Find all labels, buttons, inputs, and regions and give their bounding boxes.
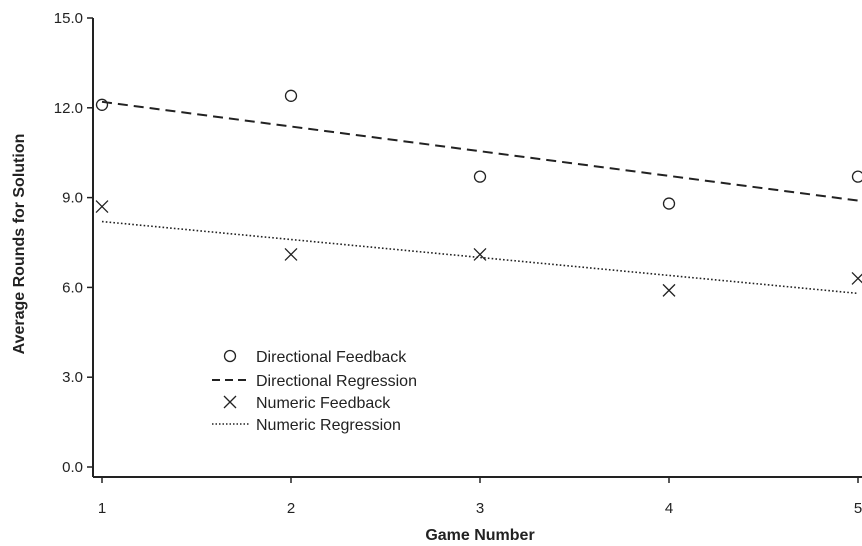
- y-axis-title: Average Rounds for Solution: [11, 134, 28, 355]
- legend: Directional Feedback Directional Regress…: [212, 349, 417, 434]
- legend-item-numeric-feedback: Numeric Feedback: [223, 395, 391, 412]
- x-tick-label: 3: [476, 500, 484, 517]
- y-tick-label: 12.0: [54, 100, 83, 117]
- numeric-feedback-point: [662, 283, 676, 297]
- axes: [92, 18, 862, 478]
- legend-label-numeric-regression: Numeric Regression: [256, 417, 401, 434]
- numeric-feedback-point: [284, 248, 298, 261]
- directional-feedback-point: [284, 89, 298, 102]
- legend-circle-marker-icon: [223, 349, 237, 363]
- directional-feedback-point: [473, 170, 487, 183]
- legend-item-numeric-regression: Numeric Regression: [212, 417, 401, 434]
- legend-item-directional-feedback: Directional Feedback: [223, 349, 407, 366]
- regression-lines: [101, 100, 859, 295]
- y-tick-label: 3.0: [62, 369, 83, 386]
- x-axis-title: Game Number: [425, 527, 534, 544]
- y-tick-label: 0.0: [62, 459, 83, 476]
- y-ticks: 0.0 3.0 6.0 9.0 12.0 15.0: [54, 10, 93, 476]
- numeric-feedback-point: [473, 248, 487, 261]
- numeric-feedback-point: [851, 271, 862, 285]
- legend-item-directional-regression: Directional Regression: [212, 373, 417, 390]
- x-tick-label: 5: [854, 500, 862, 517]
- numeric-regression-line: [101, 220, 859, 295]
- legend-label-directional-regression: Directional Regression: [256, 373, 417, 390]
- x-tick-label: 2: [287, 500, 295, 517]
- directional-feedback-point: [662, 197, 676, 210]
- legend-x-marker-icon: [223, 395, 237, 409]
- y-tick-label: 15.0: [54, 10, 83, 27]
- y-tick-label: 9.0: [62, 190, 83, 207]
- x-tick-label: 1: [98, 500, 106, 517]
- x-ticks: 1 2 3 4 5: [98, 477, 862, 517]
- legend-label-directional-feedback: Directional Feedback: [256, 349, 407, 366]
- numeric-feedback-point: [95, 200, 109, 214]
- y-tick-label: 6.0: [62, 279, 83, 296]
- directional-regression-line: [101, 100, 859, 202]
- directional-feedback-point: [95, 98, 109, 111]
- legend-label-numeric-feedback: Numeric Feedback: [256, 395, 391, 412]
- x-tick-label: 4: [665, 500, 673, 517]
- directional-feedback-point: [851, 170, 862, 183]
- data-points: [95, 89, 862, 297]
